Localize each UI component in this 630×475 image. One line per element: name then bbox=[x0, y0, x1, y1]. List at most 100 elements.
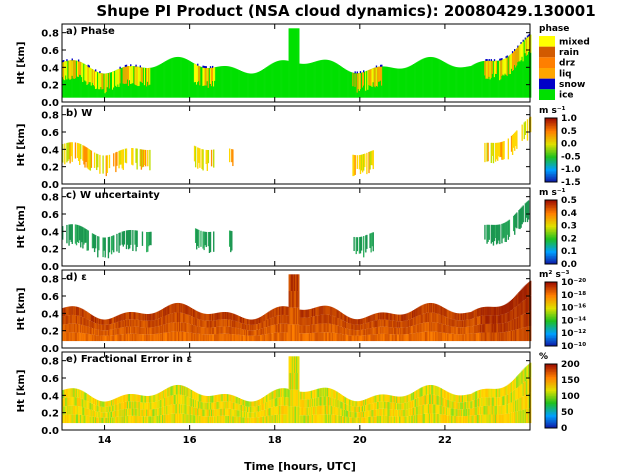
field-cell bbox=[230, 394, 232, 402]
field-cell bbox=[285, 405, 287, 415]
field-cell bbox=[106, 417, 109, 424]
field-cell bbox=[409, 401, 412, 409]
field-cell bbox=[242, 323, 245, 330]
field-cell bbox=[323, 305, 326, 315]
field-cell bbox=[168, 414, 170, 424]
field-cell bbox=[155, 333, 157, 342]
field-cell bbox=[324, 396, 327, 406]
field-cell bbox=[530, 377, 532, 393]
field-cell bbox=[401, 416, 403, 424]
field-cell bbox=[490, 332, 493, 342]
field-cell bbox=[382, 394, 384, 402]
colorbar-step bbox=[545, 170, 557, 173]
field-cell bbox=[492, 306, 495, 316]
field-cell bbox=[228, 326, 231, 334]
field-cell bbox=[116, 416, 118, 424]
colorbar-step bbox=[545, 251, 557, 254]
colorbar-step bbox=[545, 240, 557, 243]
field-cell bbox=[90, 150, 93, 168]
field-cell bbox=[85, 408, 87, 416]
phase-cell bbox=[170, 58, 172, 98]
field-cell bbox=[470, 333, 472, 342]
field-cell bbox=[82, 317, 84, 326]
field-cell bbox=[263, 403, 265, 411]
phase-cell bbox=[211, 67, 214, 98]
field-cell bbox=[327, 314, 330, 324]
field-cell bbox=[289, 356, 291, 374]
field-cell bbox=[444, 308, 447, 317]
phase-cell bbox=[495, 60, 498, 75]
field-cell bbox=[201, 334, 203, 342]
field-cell bbox=[190, 406, 193, 415]
field-cell bbox=[458, 402, 461, 410]
field-cell bbox=[341, 409, 344, 417]
field-cell bbox=[478, 414, 481, 424]
field-cell bbox=[301, 399, 303, 408]
field-cell bbox=[450, 333, 452, 342]
phase-cell bbox=[505, 57, 507, 98]
field-cell bbox=[160, 309, 163, 318]
field-cell bbox=[138, 327, 140, 335]
field-cell bbox=[338, 415, 340, 424]
field-cell bbox=[381, 319, 383, 327]
field-cell bbox=[495, 224, 498, 245]
phase-cell bbox=[197, 65, 199, 83]
field-cell bbox=[208, 334, 211, 342]
field-cell bbox=[202, 395, 204, 403]
field-cell bbox=[150, 320, 152, 328]
field-cell bbox=[163, 414, 165, 424]
field-cell bbox=[309, 415, 312, 424]
field-cell bbox=[160, 325, 163, 334]
field-cell bbox=[391, 409, 394, 417]
field-cell bbox=[431, 385, 433, 395]
phase-cell bbox=[504, 58, 506, 74]
field-cell bbox=[464, 313, 466, 321]
field-cell bbox=[246, 329, 248, 336]
field-cell bbox=[350, 329, 352, 336]
field-cell bbox=[330, 405, 332, 415]
field-cell bbox=[486, 306, 488, 316]
field-cell bbox=[505, 303, 507, 314]
field-cell bbox=[80, 226, 82, 248]
panel-5-label: e) Fractional Error in ε bbox=[66, 354, 192, 365]
field-cell bbox=[417, 307, 419, 316]
field-cell bbox=[490, 306, 493, 316]
phase-cell bbox=[486, 60, 488, 79]
field-cell bbox=[137, 394, 139, 402]
field-cell bbox=[517, 399, 519, 412]
field-cell bbox=[144, 416, 147, 424]
field-cell bbox=[101, 319, 103, 325]
field-cell bbox=[524, 203, 527, 223]
field-cell bbox=[62, 144, 64, 163]
field-cell bbox=[313, 390, 315, 399]
phase-cell bbox=[271, 63, 273, 98]
field-cell bbox=[385, 312, 387, 320]
field-cell bbox=[201, 409, 203, 417]
field-cell bbox=[92, 404, 95, 411]
field-cell bbox=[107, 319, 110, 325]
field-cell bbox=[357, 324, 360, 331]
field-cell bbox=[249, 330, 251, 336]
field-cell bbox=[273, 316, 276, 325]
field-cell bbox=[235, 314, 237, 322]
field-cell bbox=[454, 415, 456, 424]
field-cell bbox=[69, 397, 71, 406]
field-cell bbox=[79, 315, 81, 325]
field-cell bbox=[473, 325, 475, 334]
field-cell bbox=[220, 394, 222, 402]
field-cell bbox=[411, 310, 414, 319]
field-cell bbox=[497, 388, 499, 398]
field-cell bbox=[68, 315, 70, 324]
phase-cell bbox=[277, 60, 280, 98]
field-cell bbox=[299, 317, 301, 326]
field-cell bbox=[333, 324, 335, 333]
field-cell bbox=[413, 317, 415, 326]
phase-cell bbox=[290, 28, 293, 98]
field-cell bbox=[118, 314, 120, 322]
field-cell bbox=[336, 391, 338, 400]
field-cell bbox=[386, 333, 388, 342]
field-cell bbox=[156, 326, 159, 334]
field-cell bbox=[459, 334, 462, 342]
field-cell bbox=[455, 402, 457, 410]
field-cell bbox=[106, 335, 109, 342]
